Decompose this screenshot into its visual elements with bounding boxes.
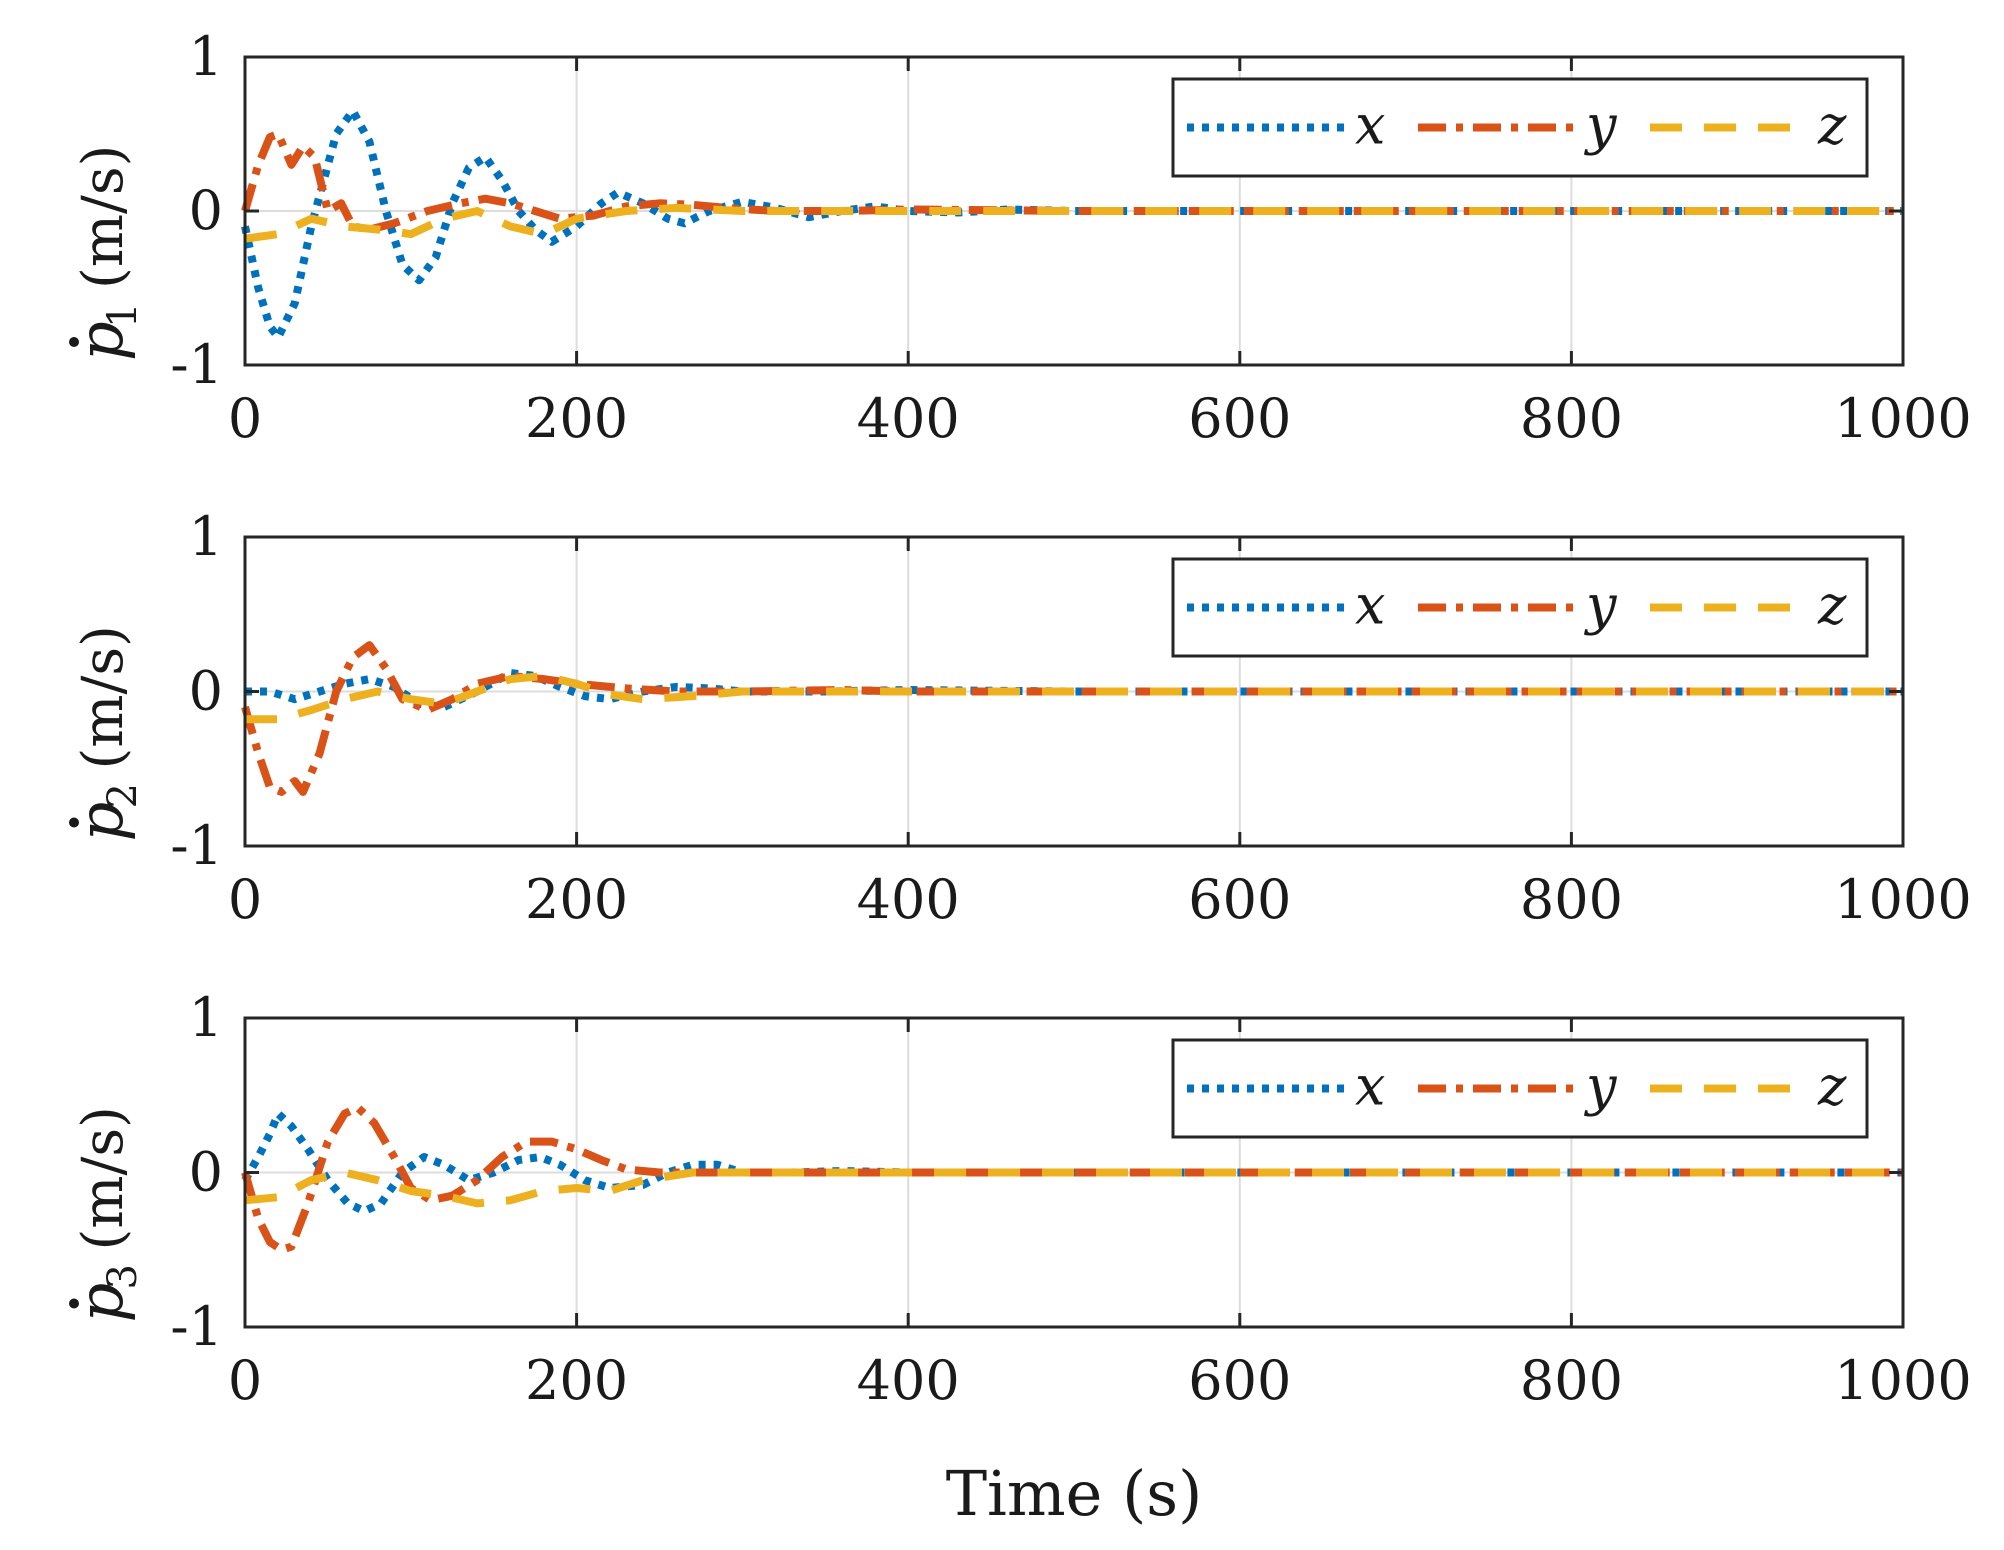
- y-label-units: (m/s): [71, 625, 136, 769]
- y-axis-label: p3(m/s): [64, 1106, 146, 1322]
- legend-label-y: y: [1584, 1055, 1618, 1118]
- y-tick-label: 1: [189, 25, 223, 88]
- x-tick-label: 200: [525, 1349, 628, 1412]
- legend-label-x: x: [1355, 1055, 1385, 1118]
- x-tick-label: 800: [1520, 1349, 1623, 1412]
- x-tick-label: 600: [1188, 387, 1291, 450]
- y-tick-label: 0: [189, 1141, 223, 1204]
- y-tick-label: -1: [170, 333, 223, 396]
- x-tick-label: 600: [1188, 868, 1291, 931]
- x-tick-label: 1000: [1834, 387, 1971, 450]
- y-tick-label: -1: [170, 1295, 223, 1358]
- y-tick-label: 0: [189, 179, 223, 242]
- x-tick-label: 400: [857, 1349, 960, 1412]
- legend-label-x: x: [1355, 94, 1385, 157]
- y-label-subscript: 3: [100, 1264, 146, 1289]
- legend-box: [1171, 557, 1869, 658]
- x-tick-label: 200: [525, 387, 628, 450]
- legend-box: [1171, 1038, 1869, 1139]
- x-tick-label: 0: [228, 387, 262, 450]
- series-line-y: [241, 130, 1903, 234]
- y-tick-label: -1: [170, 814, 223, 877]
- y-axis-label: p1(m/s): [64, 145, 146, 361]
- y-tick-label: 1: [189, 505, 223, 568]
- series-line-x: [245, 669, 1903, 711]
- y-axis-label: p2(m/s): [64, 625, 146, 841]
- x-tick-label: 600: [1188, 1349, 1291, 1412]
- legend: x y z: [1171, 557, 1869, 658]
- x-tick-label: 800: [1520, 868, 1623, 931]
- y-label-units: (m/s): [71, 1106, 136, 1250]
- x-tick-label: 200: [525, 868, 628, 931]
- legend: x y z: [1171, 77, 1869, 178]
- y-label-dot: [69, 817, 79, 828]
- y-label-dot: [69, 1298, 79, 1309]
- legend-label-y: y: [1584, 94, 1618, 157]
- x-tick-label: 400: [857, 387, 960, 450]
- legend-label-x: x: [1355, 574, 1385, 637]
- y-label-subscript: 1: [100, 303, 146, 328]
- legend-label-y: y: [1584, 574, 1618, 637]
- x-tick-label: 0: [228, 1349, 262, 1412]
- legend-label-z: z: [1817, 574, 1847, 637]
- x-tick-label: 1000: [1834, 1349, 1971, 1412]
- x-tick-label: 400: [857, 868, 960, 931]
- series-line-y: [241, 641, 1903, 796]
- y-tick-label: 0: [189, 660, 223, 723]
- legend-box: [1171, 77, 1869, 178]
- legend: x y z: [1171, 1038, 1869, 1139]
- x-axis-label: Time (s): [946, 1457, 1203, 1530]
- y-tick-label: 1: [189, 986, 223, 1049]
- y-label-dot: [69, 337, 79, 347]
- legend-label-z: z: [1817, 94, 1847, 157]
- x-tick-label: 1000: [1834, 868, 1971, 931]
- series-line-z: [244, 1168, 1903, 1208]
- legend-label-z: z: [1817, 1055, 1847, 1118]
- y-label-subscript: 2: [100, 783, 146, 808]
- series-line-z: [244, 203, 1903, 243]
- x-tick-label: 0: [228, 868, 262, 931]
- y-label-units: (m/s): [71, 145, 136, 289]
- series-line-z: [245, 672, 1903, 724]
- x-tick-label: 800: [1520, 387, 1623, 450]
